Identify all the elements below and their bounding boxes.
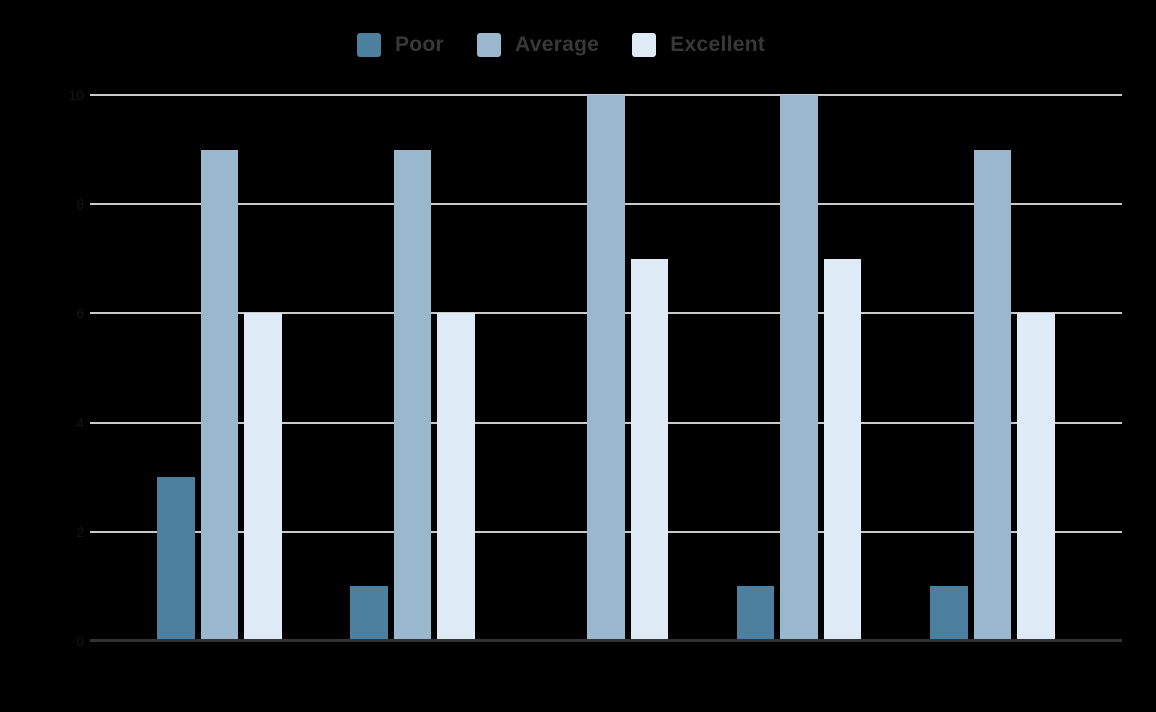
legend-label-poor: Poor (395, 33, 445, 56)
y-tick-label: 8 (76, 196, 84, 213)
x-axis-line (90, 639, 1122, 642)
poor-bar (736, 586, 775, 641)
legend-swatch-excellent (632, 33, 657, 57)
average-bar (973, 149, 1011, 641)
legend-label-excellent: Excellent (670, 33, 766, 56)
y-tick-label: 0 (76, 633, 84, 649)
chart-legend: Poor Average Excellent (357, 33, 765, 57)
excellent-bar (630, 258, 668, 641)
poor-bar (350, 586, 388, 641)
legend-item-poor[interactable]: Poor (357, 33, 444, 57)
poor-bar (930, 586, 968, 641)
y-tick-label: 6 (76, 305, 84, 322)
legend-item-excellent[interactable]: Excellent (632, 33, 765, 57)
average-bar (200, 149, 238, 641)
poor-bar (157, 477, 195, 641)
excellent-bar (1017, 313, 1055, 641)
y-tick-label: 2 (76, 523, 84, 540)
legend-label-average: Average (515, 33, 600, 56)
y-tick-label: 10 (68, 87, 84, 103)
excellent-bar (437, 313, 475, 641)
average-bar (780, 95, 818, 641)
legend-swatch-poor (357, 33, 381, 57)
average-bar (393, 149, 432, 641)
excellent-bar (823, 258, 862, 641)
y-tick-label: 4 (76, 414, 84, 431)
average-bar (587, 95, 625, 641)
legend-item-average[interactable]: Average (477, 33, 599, 57)
excellent-bar (244, 313, 282, 641)
legend-swatch-average (477, 33, 502, 57)
